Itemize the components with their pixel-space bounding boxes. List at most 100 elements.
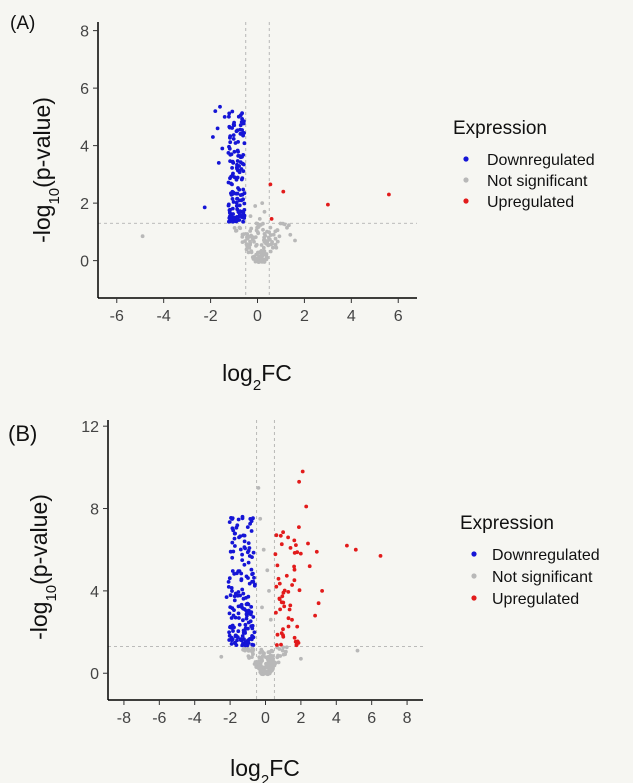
panel-b-ytick-label: 12	[81, 419, 99, 436]
panel-b-point-downregulated	[233, 634, 238, 639]
panel-b-point-downregulated	[250, 572, 255, 577]
panel-b-point-downregulated	[235, 638, 239, 643]
panel-a-point-not-significant	[271, 245, 275, 250]
panel-b-point-upregulated	[274, 533, 279, 538]
panel-a-point-downregulated	[230, 126, 235, 130]
panel-a-tag: (A)	[10, 13, 35, 34]
panel-a-ytick-label: 6	[80, 81, 89, 98]
panel-b-point-downregulated	[246, 641, 251, 645]
panel-b-point-downregulated	[250, 623, 255, 628]
panel-a-point-downregulated	[242, 141, 247, 146]
panel-b-point-not-significant	[242, 646, 247, 651]
panel-a-point-not-significant	[245, 235, 249, 240]
panel-a-point-not-significant	[250, 237, 255, 242]
panel-a-point-downregulated	[213, 109, 218, 113]
panel-a-point-not-significant	[257, 217, 262, 221]
panel-a-point-downregulated	[220, 146, 225, 151]
panel-b-point-upregulated	[281, 530, 285, 535]
panel-a-xtick-label: -6	[110, 308, 124, 325]
panel-b-point-downregulated	[240, 558, 245, 562]
panel-b-point-upregulated	[286, 535, 290, 540]
panel-b-point-upregulated	[300, 469, 305, 474]
panel-b-point-not-significant	[266, 654, 271, 659]
panel-b-point-downregulated	[245, 525, 250, 529]
legend-b-label-up: Upregulated	[492, 591, 579, 608]
panel-b-point-downregulated	[231, 613, 236, 618]
panel-b-point-downregulated	[242, 539, 247, 544]
panel-a-point-not-significant	[140, 234, 145, 239]
panel-b-xtick-label: 8	[403, 710, 412, 727]
panel-a-xtick-label: 2	[300, 308, 309, 325]
panel-b-point-downregulated	[249, 605, 254, 609]
panel-a-point-not-significant	[246, 250, 251, 255]
panel-a-point-not-significant	[287, 223, 291, 228]
panel-a-point-not-significant	[262, 232, 267, 236]
panel-b-point-downregulated	[230, 516, 235, 520]
panel-b-point-downregulated	[227, 576, 232, 581]
panel-b-point-upregulated	[292, 551, 297, 555]
panel-b-point-downregulated	[242, 637, 246, 641]
panel-b-point-not-significant	[270, 667, 275, 671]
panel-b-point-upregulated	[292, 578, 297, 583]
panel-a-point-downregulated	[239, 177, 244, 182]
panel-a-point-downregulated	[234, 200, 239, 205]
panel-b-point-upregulated	[286, 624, 291, 629]
panel-a-point-downregulated	[242, 208, 247, 212]
panel-a-point-downregulated	[228, 152, 233, 157]
panel-b-point-downregulated	[241, 618, 245, 623]
panel-a-point-downregulated	[237, 164, 242, 168]
panel-a-point-downregulated	[235, 128, 240, 133]
panel-b-ytick-label: 8	[90, 502, 99, 519]
panel-a-point-not-significant	[232, 226, 237, 230]
legend-a-swatch-up	[463, 198, 469, 204]
panel-a-point-downregulated	[231, 191, 236, 196]
panel-a-point-not-significant	[253, 235, 258, 240]
panel-b-point-downregulated	[249, 529, 254, 533]
panel-b-point-upregulated	[281, 627, 285, 632]
panel-b-point-downregulated	[248, 619, 253, 624]
panel-b-xtick-label: 0	[261, 710, 270, 727]
panel-a-point-downregulated	[235, 148, 240, 153]
panel-b-point-not-significant	[259, 647, 264, 652]
panel-b-point-upregulated	[290, 583, 294, 587]
legend-b-label-down: Downregulated	[492, 547, 600, 564]
panel-b-point-downregulated	[240, 643, 245, 648]
panel-b-point-upregulated	[290, 617, 294, 622]
panel-b-point-upregulated	[378, 554, 383, 558]
panel-a-point-downregulated	[238, 131, 243, 136]
panel-b-point-upregulated	[313, 613, 317, 618]
panel-a-point-not-significant	[250, 255, 255, 260]
panel-a-ytick-label: 2	[80, 196, 89, 213]
panel-a-point-downregulated	[237, 198, 242, 203]
panel-a-point-downregulated	[226, 203, 231, 208]
panel-a-point-downregulated	[237, 170, 242, 175]
panel-a-point-not-significant	[248, 241, 253, 246]
panel-a-point-not-significant	[282, 222, 287, 227]
panel-b-ytick-label: 0	[90, 666, 99, 683]
panel-b-xtick-label: 4	[332, 710, 341, 727]
panel-a-point-not-significant	[262, 235, 266, 240]
panel-b-point-downregulated	[252, 575, 256, 580]
panel-a-point-downregulated	[240, 111, 245, 116]
panel-b-point-downregulated	[249, 567, 254, 572]
panel-a-ytick-label: 8	[80, 24, 89, 41]
panel-a-point-not-significant	[264, 253, 269, 258]
panel-a-point-not-significant	[269, 242, 273, 247]
panel-b-point-downregulated	[246, 576, 250, 580]
panel-b-point-downregulated	[227, 633, 232, 638]
panel-b-point-not-significant	[269, 648, 274, 653]
panel-b-point-downregulated	[251, 579, 256, 584]
panel-b-point-downregulated	[233, 591, 238, 596]
panel-a-point-downregulated	[240, 155, 244, 159]
panel-a-point-downregulated	[232, 175, 237, 180]
panel-b-point-upregulated	[295, 624, 300, 629]
panel-b-point-upregulated	[320, 589, 324, 593]
panel-a-point-not-significant	[274, 245, 279, 250]
panel-a-point-downregulated	[239, 120, 244, 124]
panel-b-ytick-label: 4	[90, 584, 99, 601]
panel-b-point-downregulated	[241, 630, 246, 635]
panel-b-ylabel: -log10(p-value)	[26, 494, 60, 640]
panel-a-point-downregulated	[238, 160, 243, 165]
panel-a-point-not-significant	[244, 247, 249, 252]
